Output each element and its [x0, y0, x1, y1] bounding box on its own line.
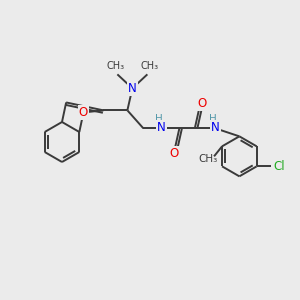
- Text: O: O: [170, 147, 179, 160]
- Text: N: N: [157, 121, 166, 134]
- Text: N: N: [128, 82, 137, 95]
- Text: CH₃: CH₃: [198, 154, 218, 164]
- Text: O: O: [79, 106, 88, 119]
- Text: O: O: [198, 97, 207, 110]
- Text: CH₃: CH₃: [140, 61, 158, 71]
- Text: CH₃: CH₃: [106, 61, 124, 71]
- Text: H: H: [209, 114, 217, 124]
- Text: Cl: Cl: [273, 160, 284, 173]
- Text: N: N: [211, 121, 220, 134]
- Text: H: H: [155, 114, 163, 124]
